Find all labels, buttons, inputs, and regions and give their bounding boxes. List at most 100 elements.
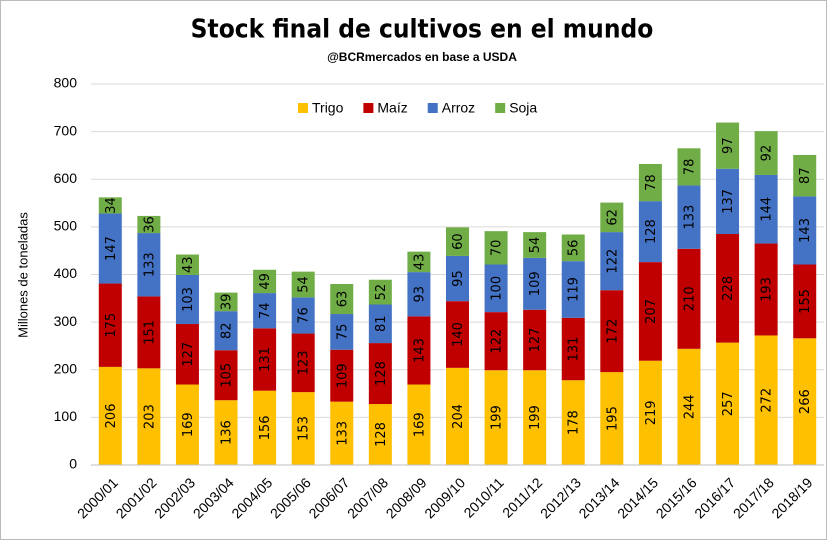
bar-segment: [446, 255, 469, 302]
value-label: 34: [104, 197, 119, 214]
bar-segment: [291, 333, 315, 393]
bar-segment: [291, 297, 315, 334]
value-label: 156: [258, 415, 273, 440]
value-label: 172: [605, 319, 620, 344]
bar-segment: [638, 164, 662, 202]
bar-segment: [98, 283, 122, 367]
value-label: 266: [798, 389, 813, 414]
bar-segment: [793, 338, 817, 465]
value-label: 203: [142, 404, 157, 429]
value-label: 122: [605, 249, 620, 274]
value-label: 81: [374, 316, 389, 333]
value-label: 199: [490, 405, 505, 430]
value-label: 131: [258, 347, 273, 372]
value-label: 219: [644, 400, 659, 425]
value-label: 52: [374, 284, 389, 301]
value-label: 56: [567, 240, 582, 257]
bar-segment: [677, 148, 701, 186]
bar-segment: [175, 254, 199, 275]
value-label: 75: [335, 324, 350, 341]
value-label: 144: [760, 197, 775, 222]
value-label: 228: [721, 276, 736, 301]
value-label: 169: [412, 412, 427, 437]
bar-segment: [98, 197, 122, 214]
value-label: 128: [374, 361, 389, 386]
value-label: 133: [335, 421, 350, 446]
value-label: 127: [528, 328, 543, 353]
bar-segment: [407, 272, 431, 317]
bar-segment: [600, 372, 624, 465]
value-label: 206: [104, 404, 119, 429]
value-label: 244: [682, 394, 697, 419]
value-label: 193: [760, 277, 775, 302]
value-label: 175: [104, 313, 119, 338]
bar-segment: [330, 314, 354, 350]
bar-segment: [561, 234, 585, 262]
bar-segment: [716, 342, 740, 465]
bar-segment: [677, 248, 701, 349]
value-label: 109: [335, 363, 350, 388]
bar-segment: [600, 232, 624, 291]
bar-segment: [253, 269, 277, 294]
bar-segment: [523, 309, 547, 371]
bar-segment: [754, 243, 778, 336]
bar-segment: [291, 271, 315, 298]
value-label: 70: [490, 240, 505, 257]
value-label: 272: [760, 388, 775, 413]
bar-segment: [368, 404, 392, 465]
value-label: 133: [142, 252, 157, 277]
value-label: 207: [644, 299, 659, 324]
value-label: 199: [528, 405, 543, 430]
bar-segment: [793, 154, 817, 197]
value-label: 103: [181, 287, 196, 312]
value-label: 76: [297, 307, 312, 324]
y-tick-label: 100: [54, 408, 78, 424]
value-label: 63: [335, 291, 350, 308]
y-tick-label: 300: [54, 313, 78, 329]
value-label: 151: [142, 320, 157, 345]
value-label: 128: [374, 422, 389, 447]
bar-segment: [600, 202, 624, 233]
legend-label: Maíz: [377, 100, 407, 116]
value-label: 93: [412, 286, 427, 303]
bar-segment: [793, 196, 817, 265]
bar-segment: [175, 384, 199, 465]
legend-swatch: [363, 103, 374, 113]
value-label: 127: [181, 342, 196, 367]
bar-segment: [137, 233, 161, 297]
bar-segment: [98, 366, 122, 465]
bar-segment: [677, 348, 701, 465]
bar-segment: [446, 367, 469, 465]
bar-segment: [330, 284, 354, 315]
value-label: 133: [682, 205, 697, 230]
bar-segment: [137, 215, 161, 234]
value-label: 95: [451, 270, 466, 287]
bar-segment: [523, 257, 547, 310]
bar-segment: [561, 261, 585, 318]
value-label: 105: [220, 363, 235, 388]
value-label: 195: [605, 406, 620, 431]
value-label: 39: [220, 294, 235, 311]
bar-segment: [330, 401, 354, 465]
legend-swatch: [427, 103, 438, 113]
value-label: 49: [258, 273, 273, 290]
bar-segment: [137, 296, 161, 369]
y-tick-label: 0: [69, 456, 77, 472]
y-tick-label: 800: [54, 75, 78, 91]
bar-segment: [677, 185, 701, 249]
value-label: 153: [297, 416, 312, 441]
value-label: 178: [567, 410, 582, 435]
bar-segment: [214, 311, 238, 351]
bar-segment: [561, 317, 585, 381]
value-label: 128: [644, 219, 659, 244]
bar-segment: [638, 360, 662, 465]
bar-segment: [330, 349, 354, 402]
value-label: 36: [142, 216, 157, 233]
y-axis-label: Millones de toneladas: [15, 212, 30, 338]
bar-segment: [716, 122, 740, 169]
value-label: 43: [412, 254, 427, 271]
legend-label: Soja: [509, 100, 537, 116]
value-label: 62: [605, 209, 620, 226]
bar-segment: [175, 274, 199, 325]
